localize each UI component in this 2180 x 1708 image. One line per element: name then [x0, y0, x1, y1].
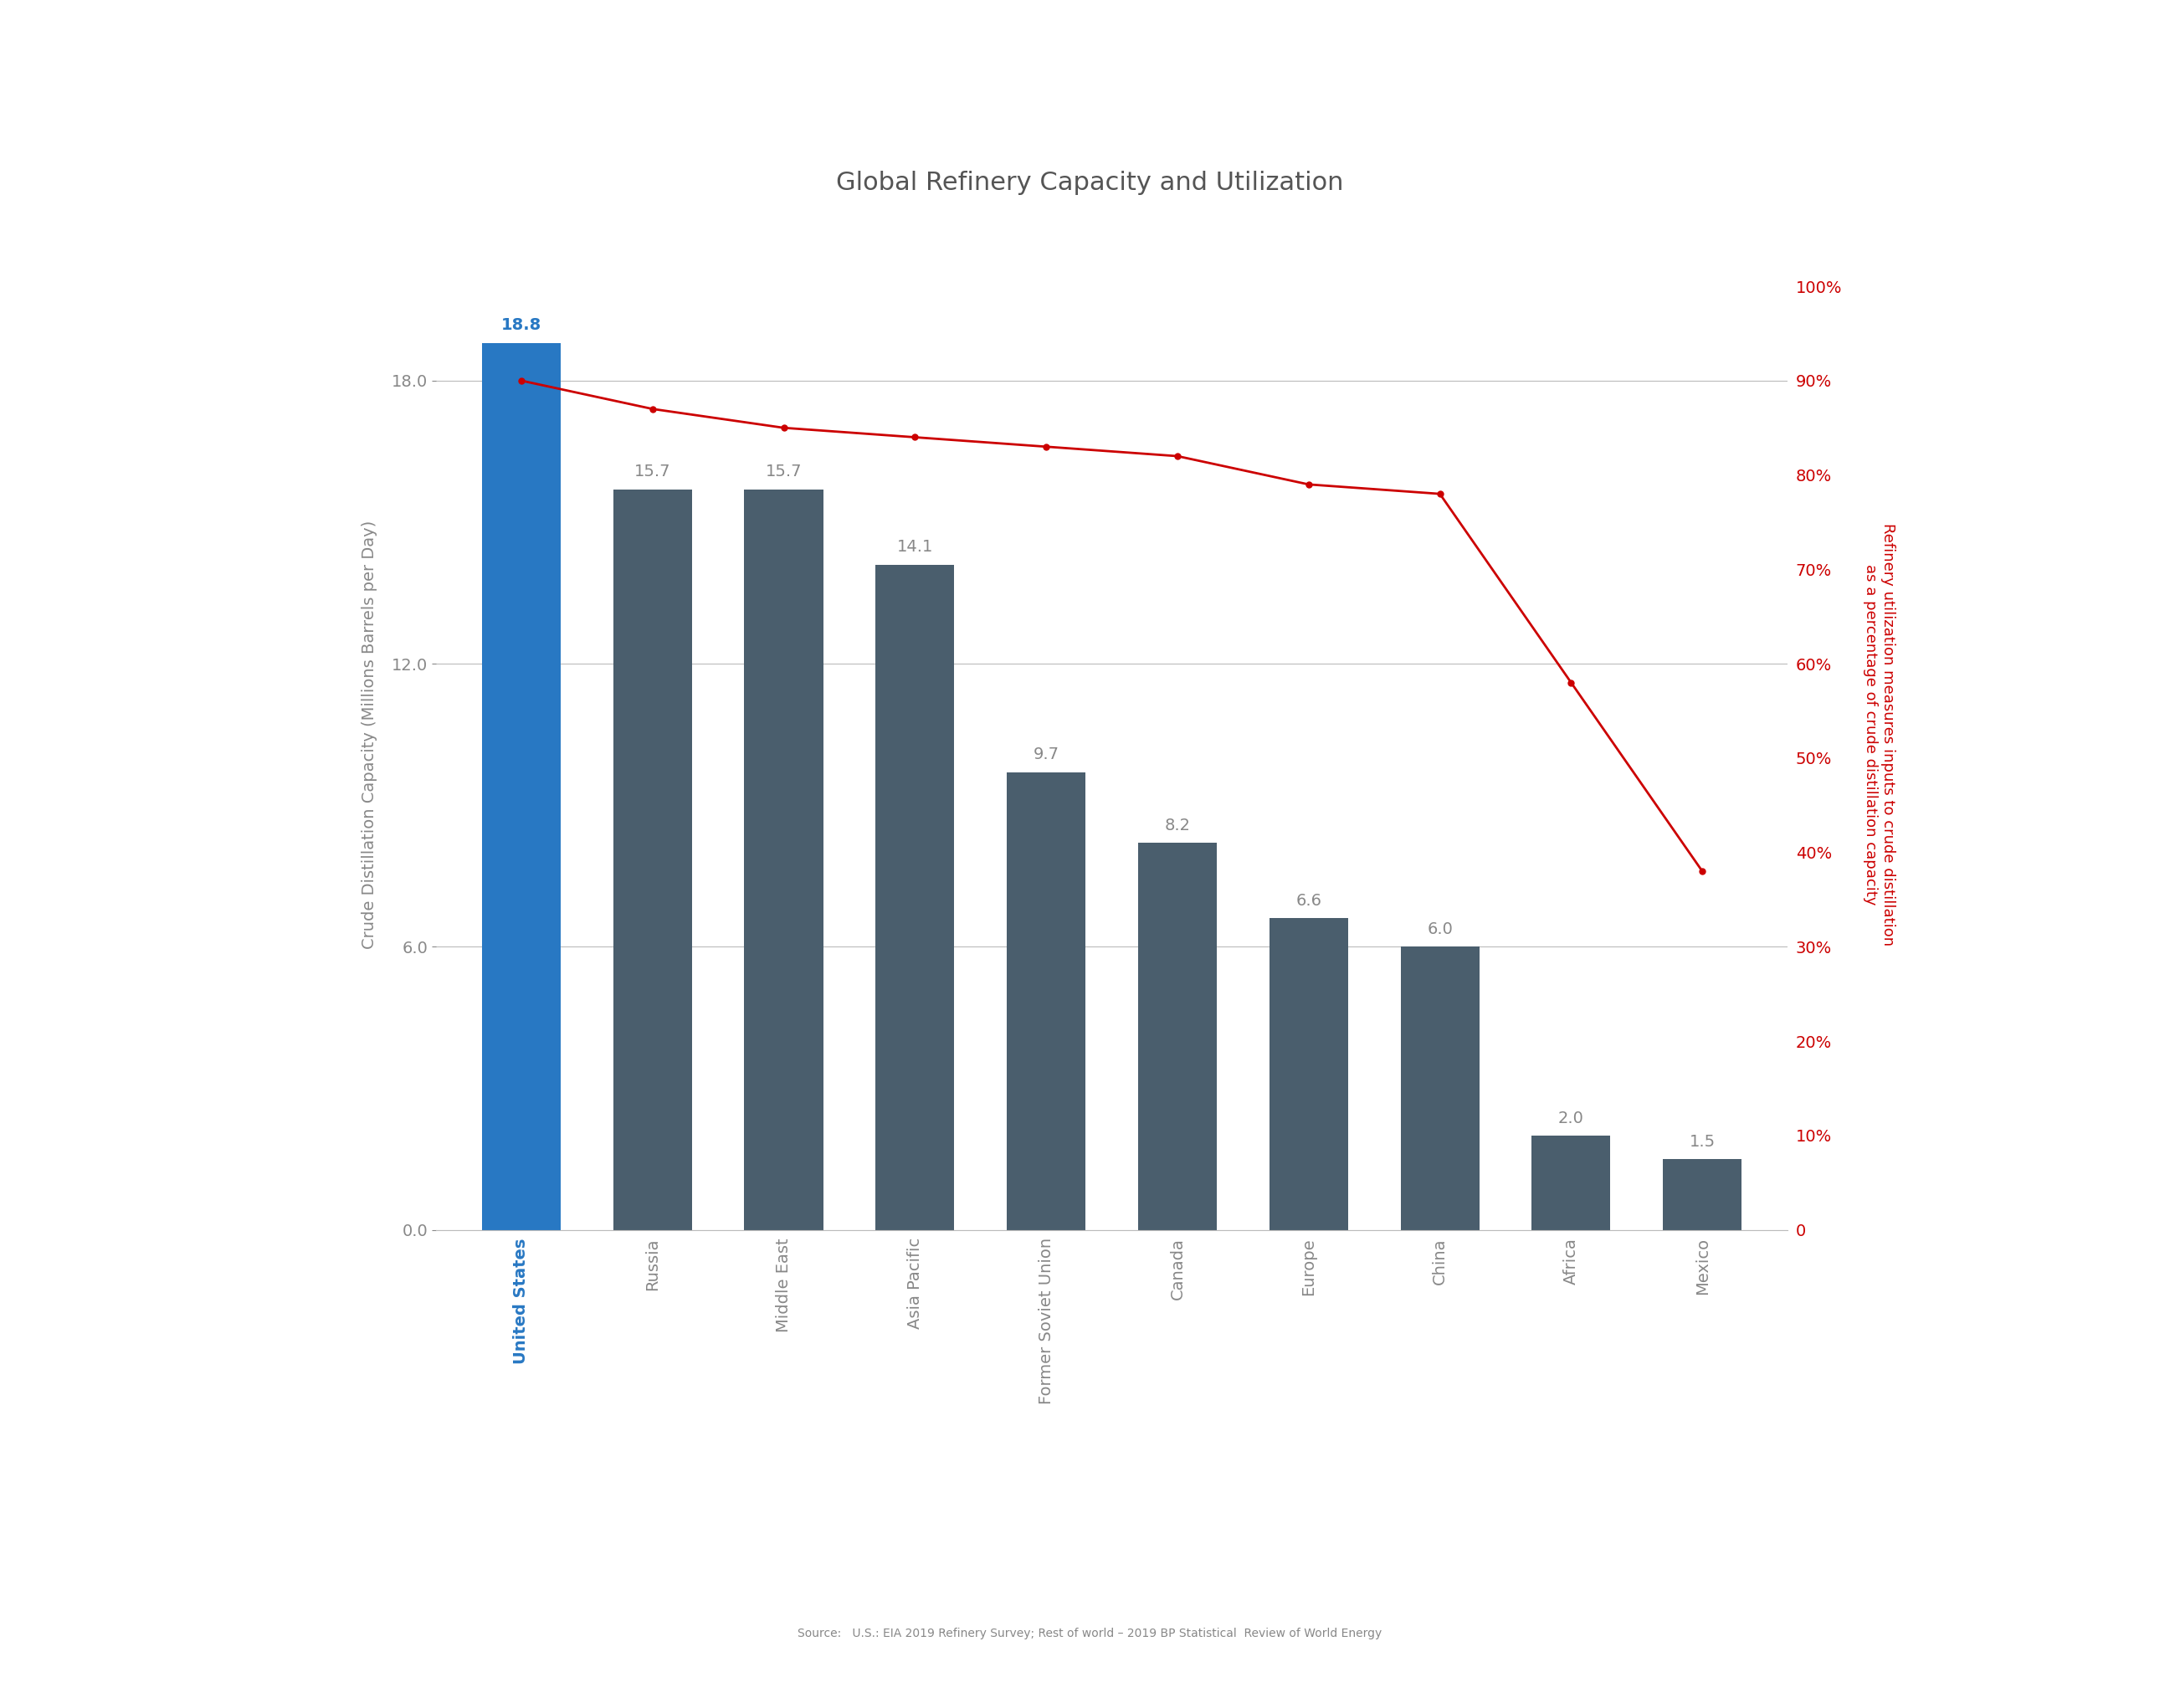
- Y-axis label: Refinery utilization measures inputs to crude distillation
as a percentage of cr: Refinery utilization measures inputs to …: [1864, 523, 1897, 946]
- Text: Global Refinery Capacity and Utilization: Global Refinery Capacity and Utilization: [837, 171, 1343, 195]
- Text: 2.0: 2.0: [1559, 1110, 1585, 1126]
- Bar: [876, 565, 955, 1230]
- Text: 6.6: 6.6: [1295, 893, 1321, 909]
- Text: 18.8: 18.8: [501, 318, 541, 333]
- Text: Source:   U.S.: EIA 2019 Refinery Survey; Rest of world – 2019 BP Statistical  R: Source: U.S.: EIA 2019 Refinery Survey; …: [798, 1628, 1382, 1640]
- Bar: [1400, 946, 1480, 1230]
- Bar: [1269, 919, 1347, 1230]
- Bar: [1533, 1136, 1611, 1230]
- Bar: [613, 488, 691, 1230]
- Text: 1.5: 1.5: [1690, 1134, 1716, 1149]
- Y-axis label: Crude Distillation Capacity (Millions Barrels per Day): Crude Distillation Capacity (Millions Ba…: [362, 521, 377, 948]
- Bar: [1007, 772, 1086, 1230]
- Text: 15.7: 15.7: [765, 465, 802, 480]
- Bar: [743, 488, 824, 1230]
- Text: 8.2: 8.2: [1164, 818, 1190, 834]
- Text: 15.7: 15.7: [634, 465, 671, 480]
- Bar: [1138, 844, 1216, 1230]
- Bar: [1663, 1160, 1742, 1230]
- Bar: [482, 343, 560, 1230]
- Text: 14.1: 14.1: [896, 540, 933, 555]
- Text: 6.0: 6.0: [1428, 921, 1452, 938]
- Text: 9.7: 9.7: [1033, 746, 1059, 763]
